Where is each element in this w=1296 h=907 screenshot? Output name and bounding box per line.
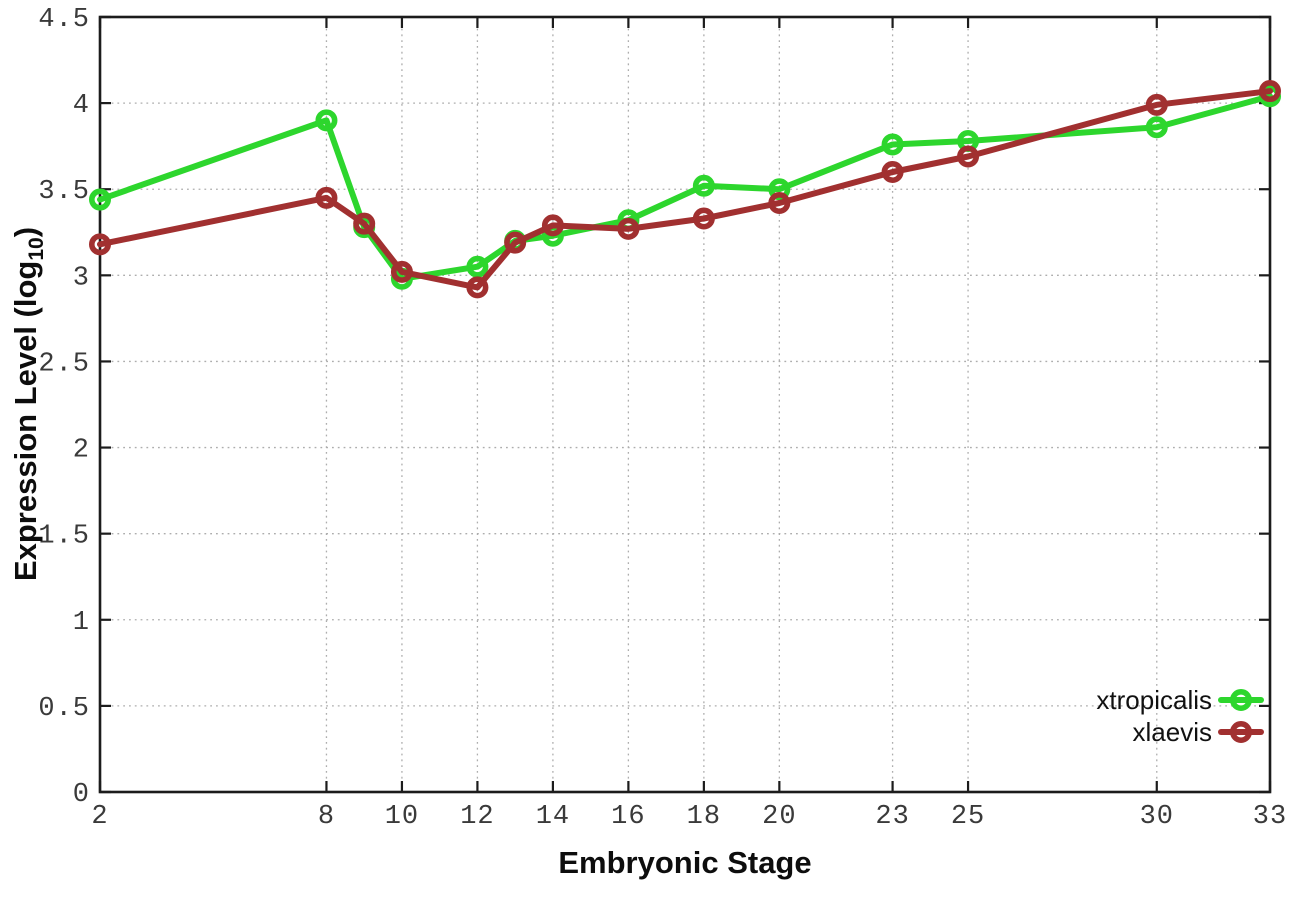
y-tick-label: 4 xyxy=(73,91,90,121)
x-axis-title: Embryonic Stage xyxy=(558,845,811,880)
data-point-xlaevis xyxy=(692,207,715,230)
data-point-xtropicalis xyxy=(1145,116,1168,139)
data-point-xtropicalis xyxy=(881,133,904,156)
data-point-xlaevis xyxy=(89,233,112,256)
y-tick-label: 1 xyxy=(73,608,90,638)
y-tick-label: 3 xyxy=(73,263,90,293)
data-point-xlaevis xyxy=(541,214,564,237)
x-tick-label: 16 xyxy=(611,802,645,832)
y-axis-title-subscript: 10 xyxy=(25,237,48,260)
data-point-xlaevis xyxy=(504,231,527,254)
y-axis-title: Expression Level (log10) xyxy=(8,227,48,581)
x-tick-label: 30 xyxy=(1140,802,1174,832)
chart-render-root: 2 8 10 12 14 16 18 20 23 25 30 33 0 0.5 1 1.5 2 2.5 3 3.5 4 4… xyxy=(38,5,1287,832)
y-axis-title-end: ) xyxy=(8,227,43,237)
y-tick-label: 0.5 xyxy=(38,694,90,724)
x-tick-label: 25 xyxy=(951,802,985,832)
x-tick-label: 14 xyxy=(536,802,570,832)
y-tick-label: 2.5 xyxy=(38,349,90,379)
legend-marker-xtropicalis xyxy=(1230,688,1253,711)
x-tick-label: 18 xyxy=(687,802,721,832)
x-tick-label: 20 xyxy=(762,802,796,832)
data-point-xtropicalis xyxy=(89,188,112,211)
x-tick-label: 12 xyxy=(460,802,494,832)
y-tick-label: 2 xyxy=(73,436,90,466)
data-point-xlaevis xyxy=(466,276,489,299)
data-point-xlaevis xyxy=(881,161,904,184)
data-point-xtropicalis xyxy=(315,109,338,132)
data-point-xtropicalis xyxy=(466,255,489,278)
data-point-xtropicalis xyxy=(692,174,715,197)
x-tick-label: 8 xyxy=(318,802,335,832)
data-point-xlaevis xyxy=(315,186,338,209)
data-point-xlaevis xyxy=(390,260,413,283)
x-tick-label: 10 xyxy=(385,802,419,832)
data-point-xlaevis xyxy=(353,212,376,235)
x-tick-label: 2 xyxy=(91,802,108,832)
data-point-xlaevis xyxy=(957,145,980,168)
plot-border xyxy=(98,15,1272,794)
data-point-xlaevis xyxy=(1259,80,1282,103)
y-tick-label: 4.5 xyxy=(38,5,90,35)
legend-label-xtropicalis: xtropicalis xyxy=(1096,685,1212,715)
data-point-xlaevis xyxy=(1145,93,1168,116)
y-tick-label: 0 xyxy=(73,780,90,810)
x-tick-label: 23 xyxy=(875,802,909,832)
y-tick-label: 3.5 xyxy=(38,177,90,207)
y-axis-title-main: Expression Level (log xyxy=(8,261,43,581)
data-point-xlaevis xyxy=(768,192,791,215)
data-point-xlaevis xyxy=(617,217,640,240)
legend-marker-xlaevis xyxy=(1230,720,1253,743)
legend-label-xlaevis: xlaevis xyxy=(1133,717,1212,747)
y-tick-label: 1.5 xyxy=(38,522,90,552)
x-tick-label: 33 xyxy=(1253,802,1287,832)
